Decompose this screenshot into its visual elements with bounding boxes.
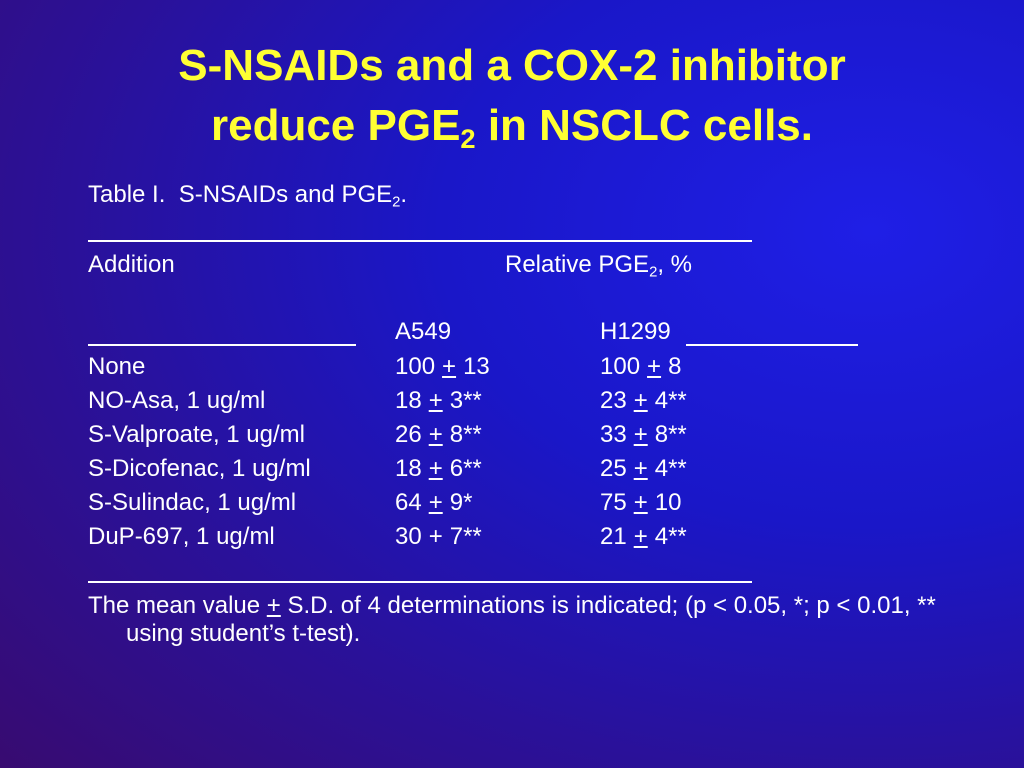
mean: 100 bbox=[600, 353, 641, 380]
mean: 30 bbox=[395, 523, 422, 550]
mean: 21 bbox=[600, 523, 627, 550]
plus-minus: + bbox=[647, 353, 662, 380]
table-cell: 75 +10 bbox=[600, 489, 681, 517]
mean: 75 bbox=[600, 489, 627, 516]
sd: 8** bbox=[654, 421, 687, 448]
footnote: The mean value + S.D. of 4 determination… bbox=[88, 592, 946, 648]
rule bbox=[686, 344, 858, 346]
mean: 25 bbox=[600, 455, 627, 482]
mean: 33 bbox=[600, 421, 627, 448]
sd: 4** bbox=[654, 523, 687, 550]
sd: 13 bbox=[463, 353, 490, 380]
header-addition: Addition bbox=[88, 251, 175, 278]
mean: 100 bbox=[395, 353, 436, 380]
subscript: 2 bbox=[392, 194, 401, 211]
row-label: DuP-697, 1 ug/ml bbox=[88, 523, 275, 550]
header-text: , % bbox=[657, 251, 693, 278]
table-cell: 100 +8 bbox=[600, 353, 681, 381]
rule bbox=[88, 240, 752, 242]
sd: 8 bbox=[668, 353, 682, 380]
footnote-text: S.D. of 4 determinations is indicated; (… bbox=[126, 592, 943, 647]
rule bbox=[88, 581, 752, 583]
plus-minus: + bbox=[633, 489, 648, 516]
table-cell: 64 +9* bbox=[395, 489, 472, 517]
row-label: S-Valproate, 1 ug/ml bbox=[88, 421, 305, 448]
sd: 10 bbox=[654, 489, 682, 516]
slide-title: S-NSAIDs and a COX-2 inhibitor reduce PGE… bbox=[0, 36, 1024, 156]
table-caption: Table I. S-NSAIDs and PGE2. bbox=[88, 181, 408, 211]
table-cell: 21 +4** bbox=[600, 523, 687, 551]
plus-minus: + bbox=[633, 523, 648, 550]
sd: 6** bbox=[449, 455, 482, 482]
mean: 18 bbox=[395, 387, 422, 414]
plus-minus: + bbox=[633, 387, 648, 414]
table-cell: 30 +7** bbox=[395, 523, 482, 551]
plus-minus: + bbox=[633, 421, 648, 448]
subscript: 2 bbox=[460, 123, 476, 155]
title-line: in NSCLC cells. bbox=[475, 101, 814, 150]
plus-minus: + bbox=[428, 421, 443, 448]
title-line: reduce PGE bbox=[210, 101, 461, 150]
table-cell: 18 +6** bbox=[395, 455, 482, 483]
plus-minus: + bbox=[428, 523, 443, 550]
plus-minus: + bbox=[266, 592, 281, 619]
table-cell: 100 +13 bbox=[395, 353, 490, 381]
plus-minus: + bbox=[633, 455, 648, 482]
title-line: S-NSAIDs and a COX-2 inhibitor bbox=[178, 41, 846, 90]
caption-text: Table I. S-NSAIDs and PGE bbox=[88, 181, 393, 208]
subscript: 2 bbox=[649, 264, 658, 281]
caption-text: . bbox=[400, 181, 408, 208]
sd: 4** bbox=[654, 387, 687, 414]
table-cell: 33 +8** bbox=[600, 421, 687, 449]
mean: 64 bbox=[395, 489, 422, 516]
sd: 8** bbox=[449, 421, 482, 448]
plus-minus: + bbox=[428, 455, 443, 482]
plus-minus: + bbox=[428, 387, 443, 414]
sd: 9* bbox=[449, 489, 473, 516]
rule bbox=[88, 344, 356, 346]
sd: 4** bbox=[654, 455, 687, 482]
table-cell: 25 +4** bbox=[600, 455, 687, 483]
table-cell: 23 +4** bbox=[600, 387, 687, 415]
mean: 26 bbox=[395, 421, 422, 448]
row-label: None bbox=[88, 353, 146, 380]
mean: 23 bbox=[600, 387, 627, 414]
sd: 3** bbox=[449, 387, 482, 414]
header-relative: Relative PGE2, % bbox=[505, 251, 693, 281]
table-cell: 26 +8** bbox=[395, 421, 482, 449]
plus-minus: + bbox=[428, 489, 443, 516]
column-header: A549 bbox=[395, 318, 452, 345]
row-label: S-Sulindac, 1 ug/ml bbox=[88, 489, 297, 516]
plus-minus: + bbox=[442, 353, 457, 380]
sd: 7** bbox=[449, 523, 482, 550]
footnote-text: The mean value bbox=[88, 592, 267, 619]
table-cell: 18 +3** bbox=[395, 387, 482, 415]
header-text: Relative PGE bbox=[505, 251, 650, 278]
column-header: H1299 bbox=[600, 318, 671, 345]
row-label: NO-Asa, 1 ug/ml bbox=[88, 387, 266, 414]
row-label: S-Dicofenac, 1 ug/ml bbox=[88, 455, 311, 482]
mean: 18 bbox=[395, 455, 422, 482]
